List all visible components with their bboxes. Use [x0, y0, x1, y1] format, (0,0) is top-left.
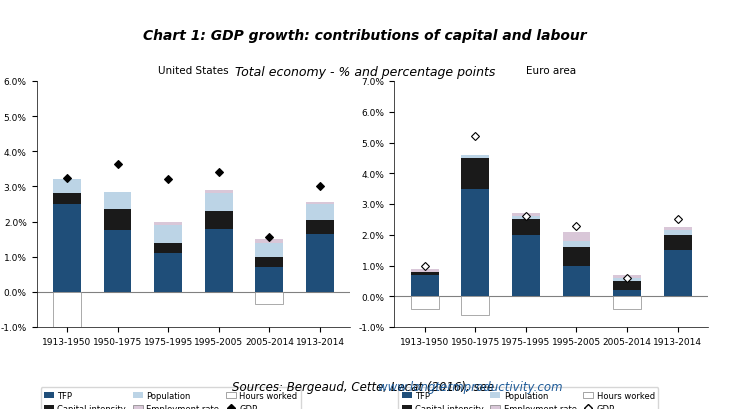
Bar [255, 240, 283, 243]
Bar [664, 231, 691, 235]
Bar [461, 189, 489, 297]
Bar [461, 155, 489, 158]
Bar [306, 234, 334, 292]
Bar [563, 247, 591, 266]
Title: United States: United States [158, 65, 228, 76]
Bar [563, 266, 591, 297]
Bar [306, 220, 334, 234]
Bar [154, 254, 182, 292]
Bar [664, 235, 691, 250]
Bar [154, 225, 182, 243]
Bar [563, 241, 591, 247]
Bar [613, 281, 641, 290]
Bar [512, 213, 539, 217]
Text: Sources: Bergeaud, Cette, Lecat (2016), see: Sources: Bergeaud, Cette, Lecat (2016), … [232, 380, 498, 393]
Bar [104, 210, 131, 231]
Bar [154, 243, 182, 254]
Bar [664, 250, 691, 297]
Bar [255, 240, 283, 257]
Bar [512, 220, 539, 235]
Bar [205, 194, 233, 211]
Bar [104, 192, 131, 210]
Bar [461, 297, 489, 315]
Bar [512, 213, 539, 220]
Bar [53, 204, 81, 292]
Bar [205, 211, 233, 229]
Bar [53, 292, 81, 327]
Bar [411, 269, 439, 272]
Bar [255, 257, 283, 267]
Bar [104, 231, 131, 292]
Bar [53, 194, 81, 204]
Bar [411, 272, 439, 275]
Bar [255, 292, 283, 304]
Bar [613, 275, 641, 278]
Legend: TFP, Capital intensity, Population, Employment rate, Hours worked, GDP: TFP, Capital intensity, Population, Empl… [41, 388, 301, 409]
Bar [563, 232, 591, 241]
Text: www.longtermproductivity.com: www.longtermproductivity.com [168, 380, 562, 393]
Bar [613, 297, 641, 309]
Bar [613, 278, 641, 281]
Bar [53, 180, 81, 194]
Bar [411, 275, 439, 297]
Bar [306, 203, 334, 204]
Bar [205, 229, 233, 292]
Legend: TFP, Capital intensity, Population, Employment rate, Hours worked, GDP: TFP, Capital intensity, Population, Empl… [399, 388, 658, 409]
Bar [664, 227, 691, 231]
Bar [205, 191, 233, 194]
Title: Euro area: Euro area [526, 65, 576, 76]
Bar [306, 204, 334, 220]
Bar [411, 269, 439, 272]
Bar [154, 222, 182, 225]
Text: Chart 1: GDP growth: contributions of capital and labour: Chart 1: GDP growth: contributions of ca… [143, 29, 587, 43]
Bar [461, 158, 489, 189]
Bar [411, 297, 439, 309]
Bar [613, 290, 641, 297]
Bar [512, 235, 539, 297]
Bar [255, 267, 283, 292]
Text: Total economy - % and percentage points: Total economy - % and percentage points [235, 65, 495, 79]
